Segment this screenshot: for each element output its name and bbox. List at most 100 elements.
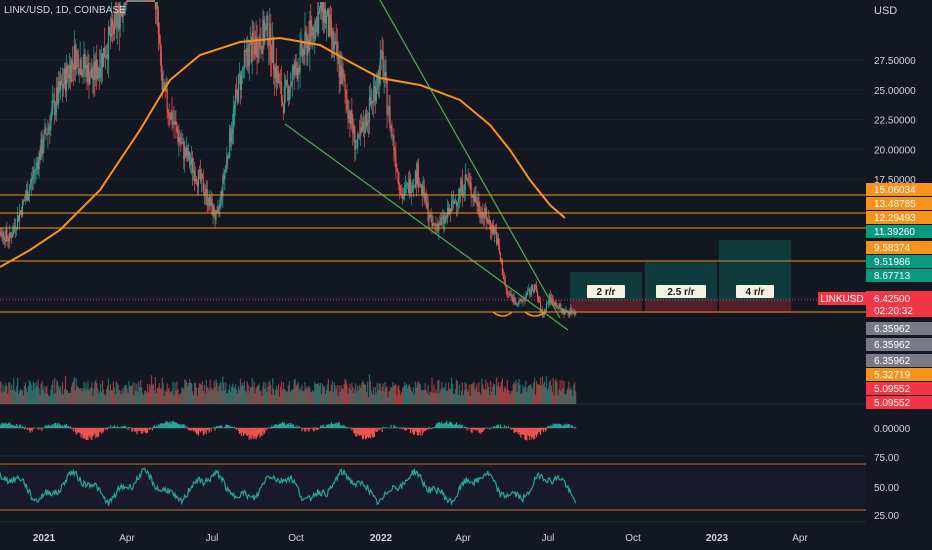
oscillator-bar (306, 428, 308, 429)
volume-bar (139, 387, 141, 404)
oscillator-bar (256, 428, 258, 438)
oscillator-bar (189, 428, 191, 431)
candle-body (36, 162, 38, 164)
oscillator-bar (143, 428, 145, 431)
oscillator-bar (403, 427, 405, 428)
volume-bar (298, 389, 300, 404)
oscillator-bar (276, 425, 279, 428)
candle-body (240, 70, 243, 90)
volume-bar (7, 393, 9, 404)
candle-body (371, 101, 373, 104)
volume-bar (37, 379, 39, 404)
oscillator-bar (56, 424, 58, 428)
volume-bar (362, 380, 364, 404)
volume-bar (60, 394, 63, 404)
trade-box-stop (719, 300, 791, 313)
oscillator-bar (197, 428, 200, 436)
oscillator-bar (385, 427, 387, 428)
candle-body (250, 41, 252, 63)
volume-bar (190, 383, 193, 404)
candle-body (272, 39, 274, 64)
oscillator-bar (551, 425, 553, 428)
oscillator-bar (185, 427, 187, 428)
volume-bar (276, 389, 279, 404)
candle-body (571, 308, 573, 314)
volume-bar (385, 387, 387, 404)
volume-bar (38, 388, 40, 404)
candle-body (269, 23, 271, 46)
volume-bar (137, 391, 139, 404)
volume-bar (278, 396, 281, 404)
oscillator-bar (287, 423, 289, 428)
candle-body (246, 48, 248, 56)
volume-bar (524, 387, 526, 404)
y-tick-label: 20.00000 (874, 145, 916, 156)
oscillator-bar (557, 424, 559, 428)
candle-body (363, 130, 366, 133)
oscillator-bar (215, 426, 217, 428)
volume-bar (336, 385, 338, 404)
volume-bar (347, 393, 349, 404)
candle-body (168, 112, 170, 117)
oscillator-bar (85, 428, 87, 440)
volume-bar (173, 394, 175, 404)
volume-bar (103, 389, 105, 404)
oscillator-bar (574, 428, 576, 429)
candle-body (5, 229, 7, 242)
volume-bar (153, 390, 156, 404)
oscillator-bar (160, 423, 162, 428)
candle-body (78, 73, 80, 75)
candle-body (61, 84, 64, 89)
oscillator-bar (303, 428, 305, 430)
volume-bar (152, 383, 155, 404)
candle-body (162, 85, 164, 91)
oscillator-bar (77, 428, 79, 433)
oscillator-bar (448, 423, 450, 428)
volume-bar (16, 386, 18, 404)
candle-body (299, 45, 301, 73)
volume-bar (363, 382, 365, 404)
oscillator-bar (264, 428, 266, 433)
candle-body (48, 126, 50, 129)
volume-bar (42, 389, 44, 404)
oscillator-bar (450, 422, 453, 428)
volume-bar (50, 389, 52, 404)
oscillator-bar (97, 428, 99, 438)
volume-bar (380, 391, 382, 404)
candle-body (303, 49, 305, 55)
volume-bar (268, 382, 270, 404)
oscillator-bar (425, 428, 427, 431)
candle-body (452, 200, 455, 204)
volume-bar (479, 392, 481, 404)
volume-bar (227, 392, 229, 404)
volume-bar (394, 385, 396, 404)
oscillator-bar (229, 426, 231, 428)
oscillator-bar (536, 428, 539, 435)
candle-body (319, 8, 321, 12)
oscillator-bar (432, 427, 434, 428)
volume-bar (43, 385, 45, 404)
candle-body (457, 198, 460, 203)
oscillator-bar (357, 428, 359, 435)
oscillator-bar (417, 428, 419, 436)
oscillator-bar (322, 424, 325, 428)
volume-bar (239, 378, 242, 404)
oscillator-bar (29, 428, 31, 433)
volume-bar (78, 389, 80, 404)
volume-bar (361, 382, 363, 404)
oscillator-bar (394, 426, 396, 428)
candle-body (572, 311, 574, 314)
candle-body (291, 73, 293, 86)
volume-bar (127, 392, 129, 404)
trendline-lower (284, 123, 569, 331)
candle-body (77, 53, 79, 74)
volume-bar (120, 394, 122, 404)
oscillator-bar (59, 423, 61, 428)
candle-body (261, 49, 263, 54)
candle-body (527, 289, 529, 293)
volume-bar (143, 395, 145, 404)
candle-body (359, 133, 361, 136)
oscillator-bar (10, 423, 12, 428)
volume-bar (436, 393, 438, 404)
